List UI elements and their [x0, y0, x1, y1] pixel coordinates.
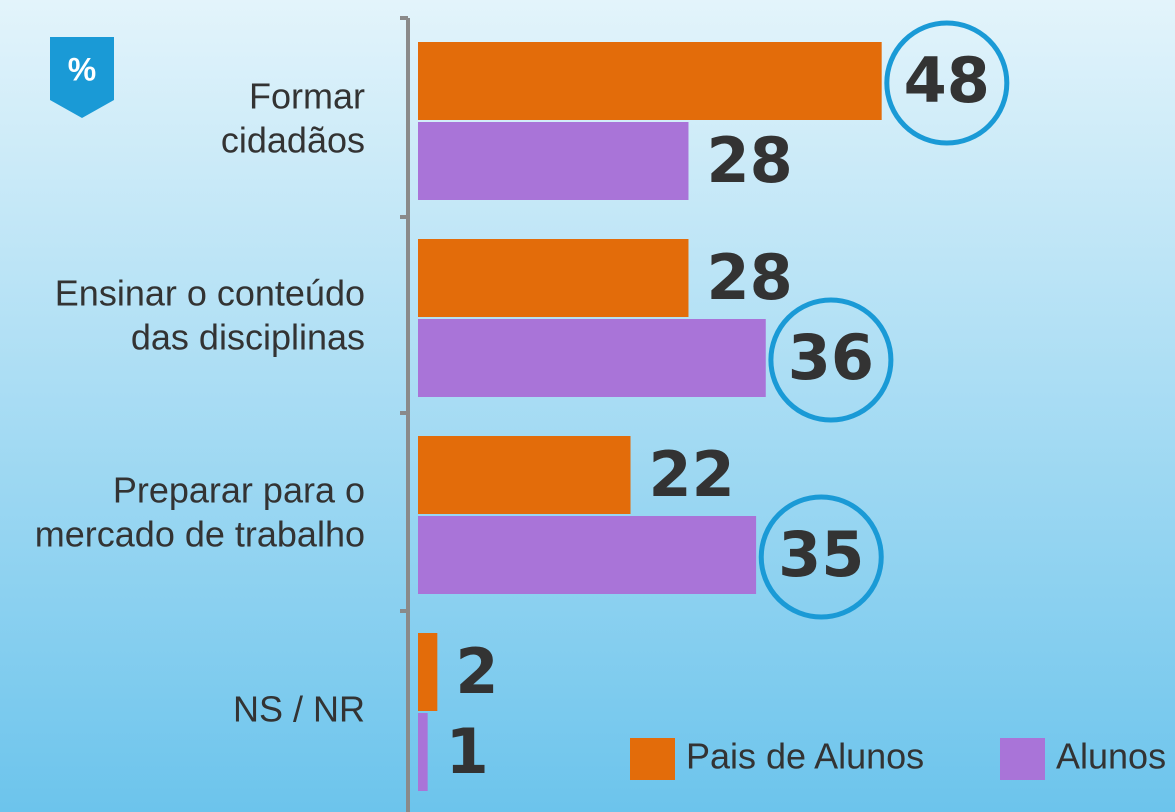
value-label: 22	[649, 438, 735, 511]
bar	[418, 713, 428, 791]
category-label: NS / NR	[233, 689, 365, 730]
unit-badge	[50, 37, 114, 118]
bar	[418, 239, 689, 317]
legend-swatch	[630, 738, 675, 780]
value-label: 35	[778, 518, 864, 591]
bar	[418, 436, 631, 514]
bar	[418, 516, 757, 594]
value-label: 1	[446, 715, 489, 788]
category-label: das disciplinas	[131, 317, 365, 358]
value-label: 36	[788, 321, 874, 394]
legend-label: Pais de Alunos	[686, 736, 924, 777]
bar	[418, 122, 689, 200]
highlight-circle	[768, 297, 894, 423]
category-label: Preparar para o	[113, 470, 365, 511]
legend-label: Alunos	[1056, 736, 1166, 777]
legend-swatch	[1000, 738, 1045, 780]
highlight-circle	[884, 20, 1010, 146]
value-label: 2	[455, 635, 498, 708]
bar	[418, 319, 766, 397]
value-label: 28	[706, 124, 792, 197]
category-label: cidadãos	[221, 120, 365, 161]
category-label: mercado de trabalho	[35, 514, 365, 555]
category-label: Formar	[249, 76, 365, 117]
category-label: Ensinar o conteúdo	[55, 273, 365, 314]
unit-label: %	[68, 51, 96, 87]
highlight-circle	[758, 494, 884, 620]
bar	[418, 633, 438, 711]
axis	[400, 16, 410, 812]
value-label: 48	[904, 44, 990, 117]
value-label: 28	[706, 241, 792, 314]
bar	[418, 42, 882, 120]
